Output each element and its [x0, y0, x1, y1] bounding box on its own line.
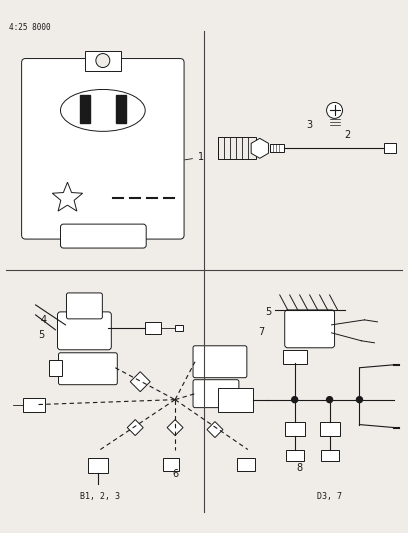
Bar: [89, 457, 109, 473]
Ellipse shape: [60, 90, 145, 131]
FancyBboxPatch shape: [193, 379, 239, 408]
Bar: [218, 387, 253, 411]
Text: 3: 3: [306, 120, 313, 131]
Text: 2: 2: [344, 131, 351, 140]
Circle shape: [292, 397, 298, 402]
Polygon shape: [251, 139, 268, 158]
Bar: [163, 457, 179, 472]
Polygon shape: [127, 419, 143, 435]
Bar: [80, 95, 90, 123]
Text: B1, 2, 3: B1, 2, 3: [80, 492, 120, 502]
Bar: [321, 449, 339, 462]
Polygon shape: [207, 422, 223, 438]
Bar: [384, 143, 396, 154]
Circle shape: [326, 397, 333, 402]
Text: 4: 4: [40, 315, 47, 325]
Text: 6: 6: [172, 470, 178, 480]
Bar: [319, 422, 339, 435]
Text: 8: 8: [297, 464, 303, 473]
Bar: [283, 350, 307, 364]
Text: 7: 7: [258, 327, 264, 337]
Bar: [49, 360, 62, 376]
Polygon shape: [52, 182, 83, 211]
Bar: [175, 325, 183, 331]
Text: D3, 7: D3, 7: [317, 492, 342, 502]
Circle shape: [326, 102, 343, 118]
Bar: [116, 95, 126, 123]
Bar: [237, 457, 255, 472]
Polygon shape: [167, 419, 183, 435]
FancyBboxPatch shape: [285, 310, 335, 348]
Bar: [285, 422, 305, 435]
Text: 5: 5: [39, 330, 45, 340]
Bar: [286, 449, 304, 462]
FancyBboxPatch shape: [67, 293, 102, 319]
Text: 4:25 8000: 4:25 8000: [9, 22, 50, 31]
Bar: [145, 322, 161, 334]
Bar: [218, 138, 256, 159]
FancyBboxPatch shape: [58, 353, 117, 385]
Text: 5: 5: [265, 307, 271, 317]
Circle shape: [357, 397, 362, 402]
Bar: [85, 51, 121, 70]
Polygon shape: [130, 372, 150, 392]
FancyBboxPatch shape: [22, 59, 184, 239]
Bar: [270, 144, 284, 152]
FancyBboxPatch shape: [60, 224, 146, 248]
Text: 1: 1: [185, 152, 204, 162]
FancyBboxPatch shape: [193, 346, 247, 378]
Circle shape: [96, 53, 110, 68]
Bar: [22, 398, 44, 411]
FancyBboxPatch shape: [58, 312, 111, 350]
